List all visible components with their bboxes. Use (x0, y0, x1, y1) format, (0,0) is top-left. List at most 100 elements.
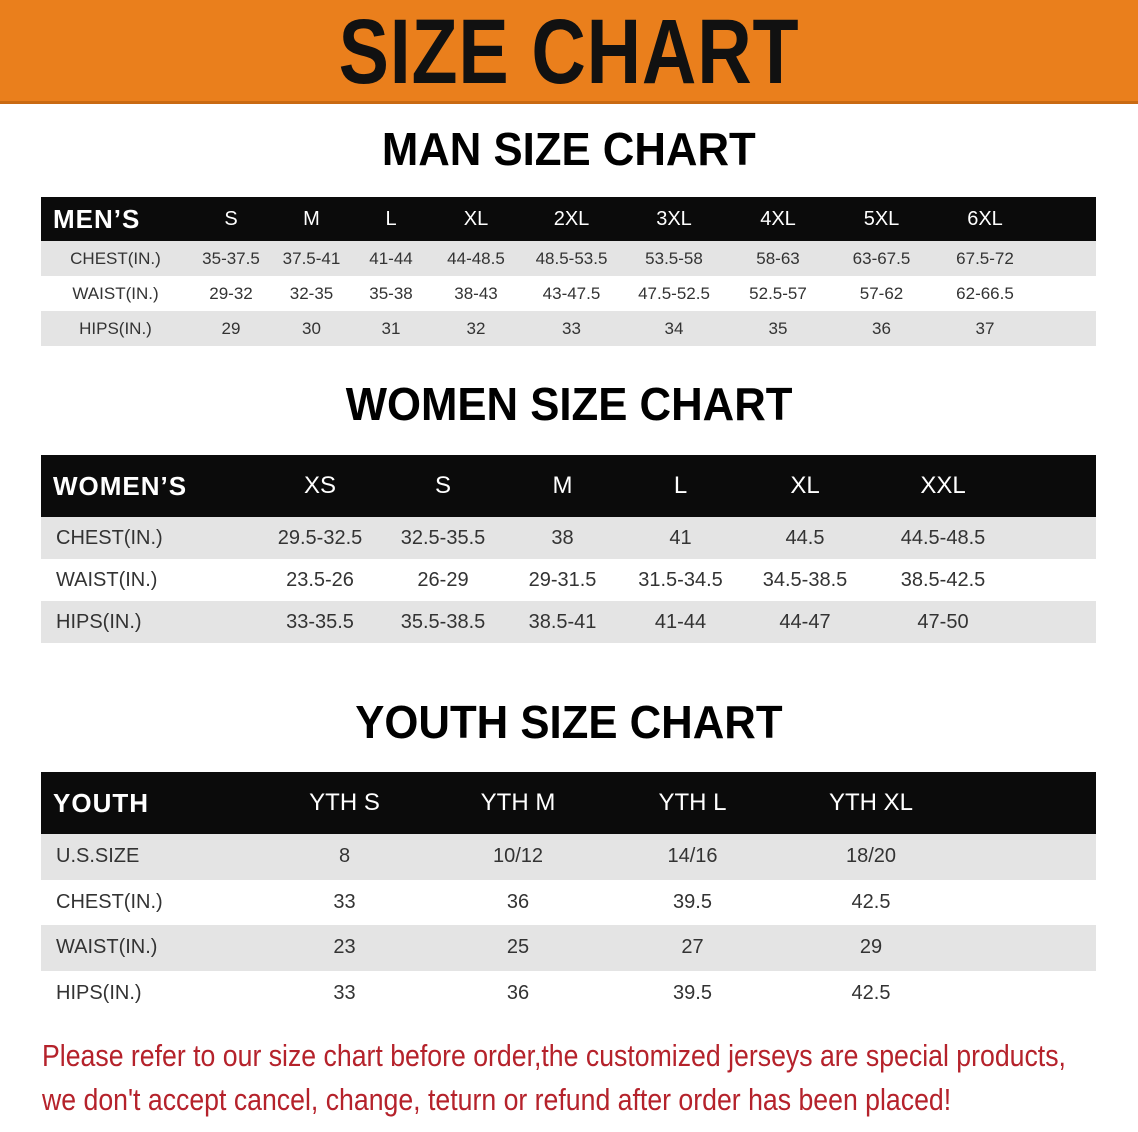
empty-cell (1016, 517, 1096, 559)
measure-value: 35-38 (351, 276, 431, 311)
measure-value: 29.5-32.5 (258, 517, 382, 559)
measure-value: 67.5-72 (933, 241, 1037, 276)
measure-value: 38-43 (431, 276, 521, 311)
measure-value: 18/20 (780, 834, 962, 880)
measure-value: 43-47.5 (521, 276, 622, 311)
youth-title: YOUTH SIZE CHART (355, 696, 783, 748)
measure-value: 41-44 (621, 601, 740, 643)
measure-label: U.S.SIZE (41, 834, 258, 880)
empty-cell (962, 772, 1096, 834)
table-row: HIPS(IN.) 33-35.5 35.5-38.5 38.5-41 41-44 44-… (41, 601, 1096, 643)
measure-value: 48.5-53.5 (521, 241, 622, 276)
measure-value: 32-35 (272, 276, 351, 311)
table-row: CHEST(IN.) 29.5-32.5 32.5-35.5 38 41 44.5 44.5… (41, 517, 1096, 559)
table-row: WAIST(IN.) 29-32 32-35 35-38 38-43 43-47.5 47.… (41, 276, 1096, 311)
measure-value: 14/16 (605, 834, 780, 880)
measure-value: 38.5-42.5 (870, 559, 1016, 601)
measure-value: 37.5-41 (272, 241, 351, 276)
table-row: CHEST(IN.) 35-37.5 37.5-41 41-44 44-48.5 48.5… (41, 241, 1096, 276)
measure-value: 35.5-38.5 (382, 601, 504, 643)
size-header: 2XL (521, 197, 622, 241)
measure-value: 42.5 (780, 879, 962, 925)
table-label-header: YOUTH (41, 772, 258, 834)
measure-value: 34.5-38.5 (740, 559, 870, 601)
measure-label: HIPS(IN.) (41, 311, 190, 346)
measure-value: 32.5-35.5 (382, 517, 504, 559)
table-row: WAIST(IN.) 23.5-26 26-29 29-31.5 31.5-34.5 34… (41, 559, 1096, 601)
size-header: YTH XL (780, 772, 962, 834)
measure-value: 10/12 (431, 834, 605, 880)
size-header: XL (431, 197, 521, 241)
measure-value: 44-48.5 (431, 241, 521, 276)
measure-value: 44.5-48.5 (870, 517, 1016, 559)
measure-value: 44-47 (740, 601, 870, 643)
measure-value: 29 (190, 311, 272, 346)
measure-value: 31.5-34.5 (621, 559, 740, 601)
measure-value: 34 (622, 311, 726, 346)
measure-value: 32 (431, 311, 521, 346)
table-row: HIPS(IN.) 29 30 31 32 33 34 35 36 37 (41, 311, 1096, 346)
size-header: YTH S (258, 772, 431, 834)
measure-value: 53.5-58 (622, 241, 726, 276)
measure-value: 33 (258, 970, 431, 1016)
measure-label: HIPS(IN.) (41, 601, 258, 643)
measure-value: 29 (780, 925, 962, 971)
size-header: YTH L (605, 772, 780, 834)
banner: SIZE CHART (0, 0, 1138, 104)
men-title: MAN SIZE CHART (382, 123, 756, 175)
measure-value: 37 (933, 311, 1037, 346)
empty-cell (962, 879, 1096, 925)
measure-value: 52.5-57 (726, 276, 830, 311)
size-header: XXL (870, 455, 1016, 517)
measure-value: 33 (521, 311, 622, 346)
measure-value: 31 (351, 311, 431, 346)
measure-value: 47.5-52.5 (622, 276, 726, 311)
size-header: XL (740, 455, 870, 517)
size-header: XS (258, 455, 382, 517)
size-header: L (621, 455, 740, 517)
measure-value: 8 (258, 834, 431, 880)
banner-title: SIZE CHART (338, 1, 800, 103)
measure-value: 44.5 (740, 517, 870, 559)
header-row: YOUTH YTH S YTH M YTH L YTH XL (41, 772, 1096, 834)
measure-value: 39.5 (605, 970, 780, 1016)
women-size-table: WOMEN’S XS S M L XL XXL CHEST(IN.) 29.5-32.5 32.5… (41, 455, 1096, 643)
measure-value: 33-35.5 (258, 601, 382, 643)
measure-value: 47-50 (870, 601, 1016, 643)
measure-value: 27 (605, 925, 780, 971)
size-header: 4XL (726, 197, 830, 241)
header-row: MEN’S S M L XL 2XL 3XL 4XL 5XL 6XL (41, 197, 1096, 241)
header-row: WOMEN’S XS S M L XL XXL (41, 455, 1096, 517)
size-header: YTH M (431, 772, 605, 834)
size-header: M (272, 197, 351, 241)
measure-value: 38 (504, 517, 621, 559)
size-header: L (351, 197, 431, 241)
measure-value: 41 (621, 517, 740, 559)
table-row: WAIST(IN.) 23 25 27 29 (41, 925, 1096, 971)
measure-value: 42.5 (780, 970, 962, 1016)
empty-cell (1037, 311, 1096, 346)
size-header: 6XL (933, 197, 1037, 241)
measure-label: CHEST(IN.) (41, 517, 258, 559)
measure-value: 57-62 (830, 276, 933, 311)
measure-value: 35-37.5 (190, 241, 272, 276)
table-label-header: WOMEN’S (41, 455, 258, 517)
measure-value: 63-67.5 (830, 241, 933, 276)
empty-cell (1037, 276, 1096, 311)
table-row: HIPS(IN.) 33 36 39.5 42.5 (41, 970, 1096, 1016)
size-header: M (504, 455, 621, 517)
measure-value: 62-66.5 (933, 276, 1037, 311)
measure-value: 23.5-26 (258, 559, 382, 601)
measure-value: 29-31.5 (504, 559, 621, 601)
measure-value: 41-44 (351, 241, 431, 276)
measure-value: 26-29 (382, 559, 504, 601)
measure-value: 23 (258, 925, 431, 971)
table-row: CHEST(IN.) 33 36 39.5 42.5 (41, 879, 1096, 925)
measure-value: 29-32 (190, 276, 272, 311)
measure-value: 35 (726, 311, 830, 346)
measure-value: 36 (830, 311, 933, 346)
measure-value: 25 (431, 925, 605, 971)
measure-value: 38.5-41 (504, 601, 621, 643)
measure-value: 39.5 (605, 879, 780, 925)
size-header: 5XL (830, 197, 933, 241)
